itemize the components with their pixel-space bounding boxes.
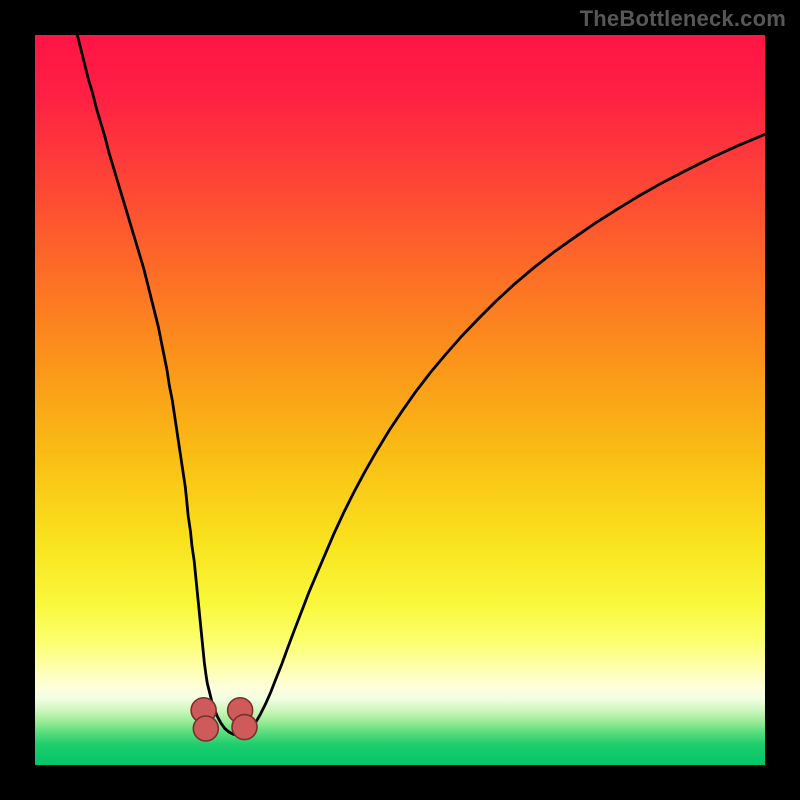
gradient-background (35, 35, 765, 765)
plot-area (35, 35, 765, 765)
highlight-marker (193, 716, 218, 741)
plot-svg (35, 35, 765, 765)
highlight-marker (232, 715, 257, 740)
watermark-text: TheBottleneck.com (580, 6, 786, 32)
